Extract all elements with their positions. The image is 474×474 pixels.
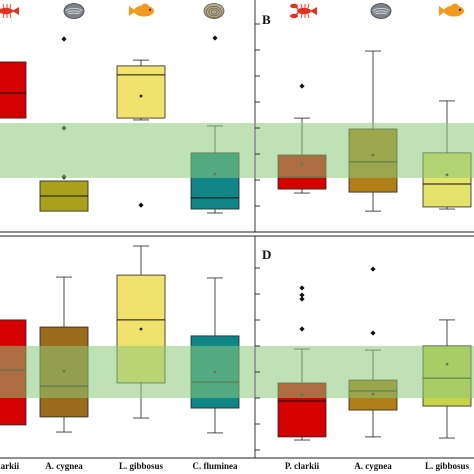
outlier-point xyxy=(299,326,305,332)
outlier-point xyxy=(370,266,376,272)
category-label: A. cygnea xyxy=(45,461,83,471)
crayfish-body xyxy=(0,7,13,15)
fish-body xyxy=(444,5,464,17)
category-label: P. clarkii xyxy=(285,461,320,471)
crayfish-arms xyxy=(295,6,299,16)
outlier-point xyxy=(370,330,376,336)
mussel-icon xyxy=(63,3,85,19)
mussel-rib xyxy=(68,12,80,15)
outlier-point xyxy=(212,35,218,41)
reference-band xyxy=(0,345,254,399)
crayfish-icon xyxy=(0,3,19,19)
mussel-rib xyxy=(375,12,387,15)
outlier-point xyxy=(299,296,305,302)
panel-label-d: D xyxy=(262,247,271,262)
fish-tail xyxy=(129,6,136,16)
reference-band xyxy=(0,122,254,178)
outlier-point xyxy=(299,83,305,89)
category-label: P. clarkii xyxy=(0,461,20,471)
fish-icon xyxy=(439,3,464,17)
mussel-rib xyxy=(66,10,82,13)
crayfish-legs xyxy=(2,3,12,19)
clam-icon xyxy=(203,3,225,19)
panel-frame xyxy=(0,231,474,459)
outlier-point xyxy=(61,36,67,42)
reference-bands-layer xyxy=(0,122,474,399)
fish-eye xyxy=(458,8,462,11)
panel-3-boxes xyxy=(0,245,240,434)
mussel-rib xyxy=(65,8,83,11)
clam-ring xyxy=(210,9,218,15)
category-labels: P. clarkii A. cygnea L. gibbosus C. flumine… xyxy=(0,461,470,471)
outlier-point xyxy=(299,292,305,298)
fish-tail xyxy=(439,6,446,16)
category-label: C. fluminea xyxy=(193,461,239,471)
box-body xyxy=(0,61,27,119)
fish-fin xyxy=(141,3,149,6)
clam-shell xyxy=(203,3,225,19)
mussel-rib xyxy=(372,8,390,11)
mean-marker xyxy=(139,327,143,331)
clam-ring xyxy=(206,6,222,18)
axis-layer xyxy=(254,0,260,458)
fish-body xyxy=(134,5,154,17)
reference-band xyxy=(256,122,474,178)
box-plot-3 xyxy=(116,59,166,208)
category-label: L. gibbosus xyxy=(119,461,164,471)
mussel-rib xyxy=(373,10,389,13)
panel-label-b: B xyxy=(262,12,271,27)
outlier-point xyxy=(138,202,144,208)
box-plot-1 xyxy=(0,61,27,119)
box-body xyxy=(116,65,166,119)
crayfish-body xyxy=(297,7,311,15)
crayfish-legs xyxy=(300,3,310,19)
species-icons-row xyxy=(0,3,464,19)
category-label: L. gibbosus xyxy=(425,461,470,471)
fish-icon xyxy=(129,3,154,17)
mean-marker xyxy=(139,94,143,98)
crayfish-tail xyxy=(310,7,317,15)
reference-band xyxy=(256,345,474,399)
fish-eye xyxy=(148,8,152,11)
fish-fin xyxy=(451,3,459,6)
clam-ring xyxy=(208,7,220,17)
crayfish-tail xyxy=(12,7,19,15)
crayfish-icon xyxy=(290,3,317,19)
mussel-icon xyxy=(370,3,392,19)
category-label: A. cygnea xyxy=(354,461,392,471)
outlier-point xyxy=(299,285,305,291)
